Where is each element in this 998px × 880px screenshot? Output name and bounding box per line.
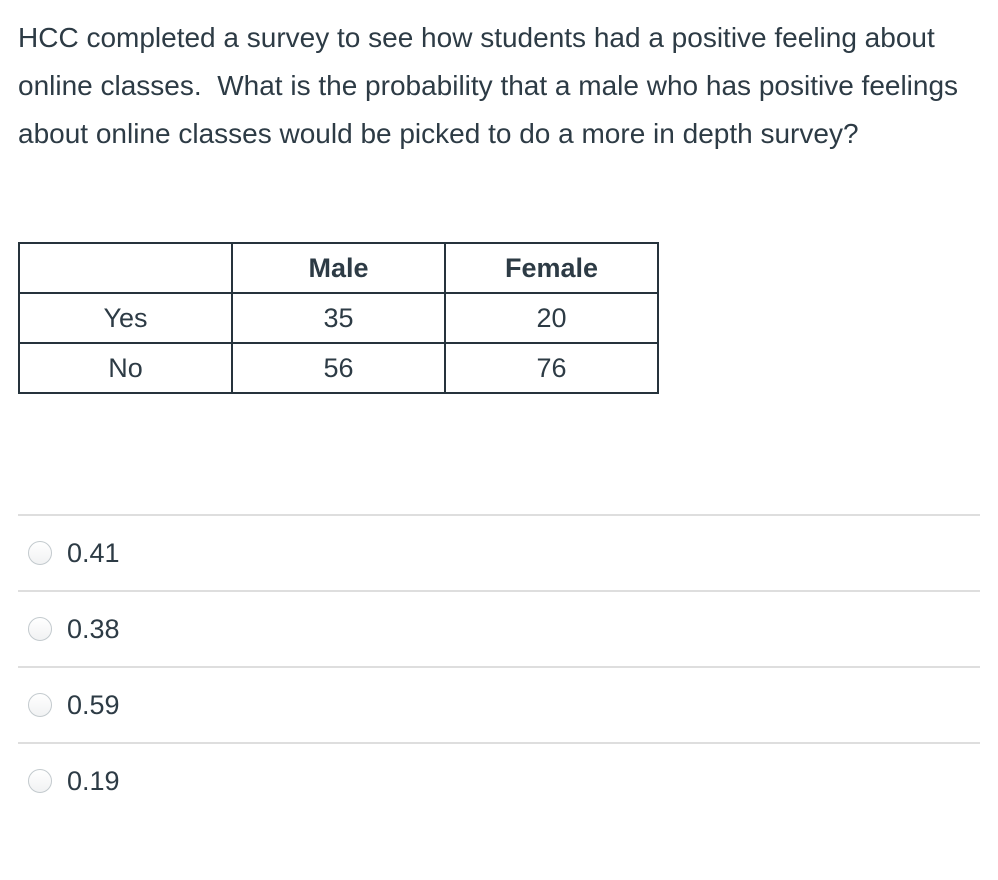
answer-option-label[interactable]: 0.41 [67, 537, 120, 568]
cell-no-female: 76 [444, 342, 659, 394]
answer-options: 0.41 0.38 0.59 0.19 [18, 514, 980, 818]
survey-data-table: Male Female Yes 35 20 No 56 76 [18, 242, 659, 394]
radio-button-icon[interactable] [28, 769, 52, 793]
table-header-female: Female [444, 242, 659, 294]
table-header-row: Male Female [18, 242, 659, 294]
table-header-male: Male [231, 242, 446, 294]
answer-option-label[interactable]: 0.59 [67, 689, 120, 720]
row-label-no: No [18, 342, 233, 394]
cell-no-male: 56 [231, 342, 446, 394]
table-row: No 56 76 [18, 342, 659, 394]
answer-option-2[interactable]: 0.38 [18, 590, 980, 666]
answer-option-3[interactable]: 0.59 [18, 666, 980, 742]
table-header-blank [18, 242, 233, 294]
radio-button-icon[interactable] [28, 617, 52, 641]
table-row: Yes 35 20 [18, 292, 659, 344]
radio-button-icon[interactable] [28, 541, 52, 565]
question-text: HCC completed a survey to see how studen… [18, 22, 966, 149]
answer-option-label[interactable]: 0.38 [67, 613, 120, 644]
answer-option-4[interactable]: 0.19 [18, 742, 980, 818]
row-label-yes: Yes [18, 292, 233, 344]
radio-button-icon[interactable] [28, 693, 52, 717]
answer-option-1[interactable]: 0.41 [18, 514, 980, 590]
cell-yes-female: 20 [444, 292, 659, 344]
cell-yes-male: 35 [231, 292, 446, 344]
answer-option-label[interactable]: 0.19 [67, 765, 120, 796]
